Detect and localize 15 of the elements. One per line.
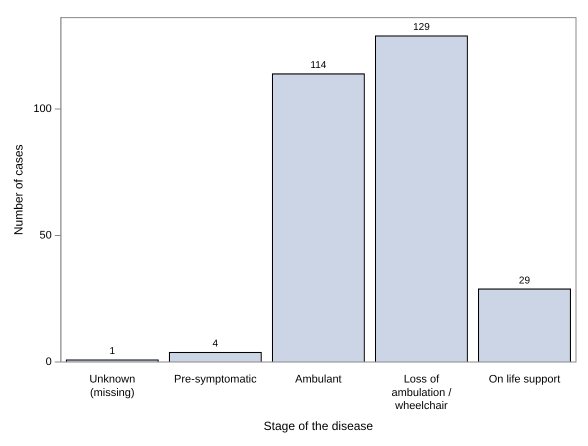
y-axis-title: Number of cases — [12, 144, 26, 236]
x-axis-title: Stage of the disease — [264, 419, 374, 434]
y-tick-label: 0 — [46, 356, 52, 368]
y-tick-label: 100 — [33, 102, 52, 115]
x-tick-label: Loss of ambulation / wheelchair — [391, 374, 452, 412]
y-tick-label: 50 — [40, 229, 52, 242]
x-tick-label: Pre-symptomatic — [174, 374, 258, 386]
data-label: 1 — [109, 346, 116, 358]
x-tick-label: On life support — [488, 374, 560, 386]
data-label: 129 — [413, 22, 430, 34]
data-label: 114 — [310, 60, 327, 72]
x-tick-label: Ambulant — [295, 374, 342, 386]
data-label: 29 — [518, 275, 530, 286]
x-tick-label: Unknown (missing) — [89, 374, 136, 399]
data-label: 4 — [212, 338, 219, 350]
